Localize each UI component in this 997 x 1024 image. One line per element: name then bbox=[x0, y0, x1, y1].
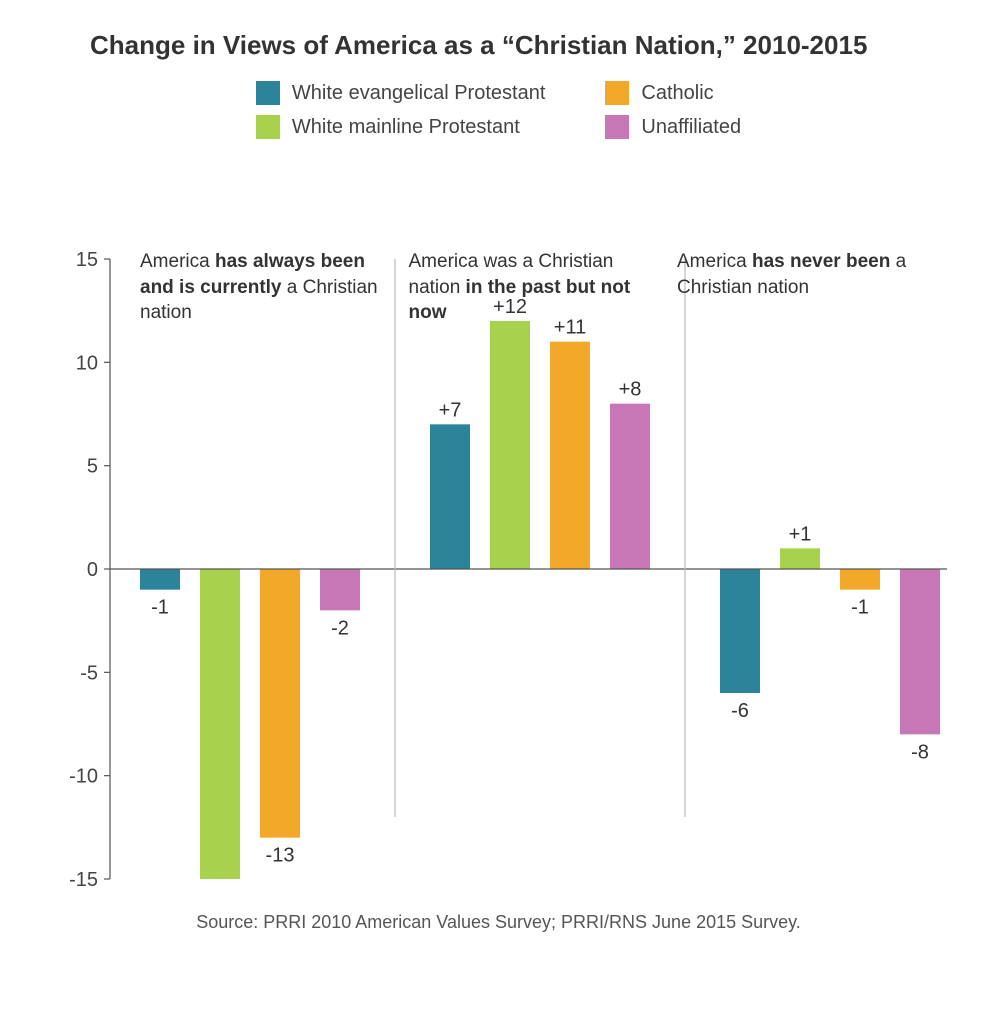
source-text: Source: PRRI 2010 American Values Survey… bbox=[40, 912, 957, 933]
swatch-mainline bbox=[256, 115, 280, 139]
svg-text:15: 15 bbox=[76, 249, 98, 271]
group-labels: America has always been and is currently… bbox=[140, 249, 937, 326]
svg-text:-1: -1 bbox=[851, 597, 869, 619]
chart-area: America has always been and is currently… bbox=[40, 249, 957, 894]
svg-text:-1: -1 bbox=[151, 597, 169, 619]
svg-text:-8: -8 bbox=[911, 741, 929, 763]
svg-text:5: 5 bbox=[87, 456, 98, 478]
chart-container: Change in Views of America as a “Christi… bbox=[0, 0, 997, 1024]
legend-item-mainline: White mainline Protestant bbox=[256, 115, 545, 139]
svg-text:+1: +1 bbox=[789, 523, 812, 545]
legend-item-unaffiliated: Unaffiliated bbox=[605, 115, 741, 139]
svg-text:-6: -6 bbox=[731, 700, 749, 722]
swatch-unaffiliated bbox=[605, 115, 629, 139]
legend-item-catholic: Catholic bbox=[605, 81, 741, 105]
chart-title: Change in Views of America as a “Christi… bbox=[90, 30, 957, 61]
svg-text:+7: +7 bbox=[439, 399, 462, 421]
svg-wrap: -15-10-5051015-1-15-13-2+7+12+11+8-6+1-1… bbox=[40, 249, 957, 894]
legend-label-evangelical: White evangelical Protestant bbox=[292, 82, 545, 105]
group-label-0: America has always been and is currently… bbox=[140, 249, 400, 326]
svg-text:0: 0 bbox=[87, 559, 98, 581]
svg-text:+8: +8 bbox=[619, 379, 642, 401]
legend: White evangelical Protestant White mainl… bbox=[40, 81, 957, 139]
legend-label-mainline: White mainline Protestant bbox=[292, 116, 520, 139]
chart-svg: -15-10-5051015-1-15-13-2+7+12+11+8-6+1-1… bbox=[40, 249, 957, 889]
svg-text:-15: -15 bbox=[69, 869, 98, 889]
legend-label-unaffiliated: Unaffiliated bbox=[641, 116, 741, 139]
swatch-catholic bbox=[605, 81, 629, 105]
legend-col-2: Catholic Unaffiliated bbox=[605, 81, 741, 139]
svg-text:-13: -13 bbox=[266, 845, 295, 867]
group-label-2: America has never been a Christian natio… bbox=[677, 249, 937, 326]
swatch-evangelical bbox=[256, 81, 280, 105]
svg-text:-2: -2 bbox=[331, 617, 349, 639]
legend-item-evangelical: White evangelical Protestant bbox=[256, 81, 545, 105]
svg-text:10: 10 bbox=[76, 352, 98, 374]
legend-col-1: White evangelical Protestant White mainl… bbox=[256, 81, 545, 139]
svg-text:-5: -5 bbox=[80, 662, 98, 684]
svg-text:-15: -15 bbox=[206, 886, 235, 889]
group-label-1: America was a Christian nation in the pa… bbox=[409, 249, 669, 326]
legend-label-catholic: Catholic bbox=[641, 82, 713, 105]
svg-text:-10: -10 bbox=[69, 766, 98, 788]
